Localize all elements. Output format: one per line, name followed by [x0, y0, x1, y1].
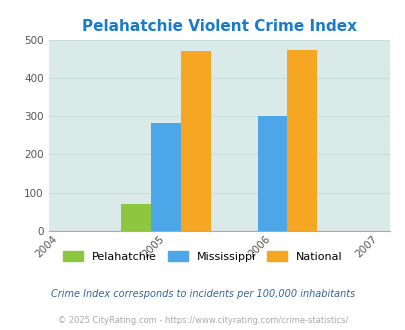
Text: © 2025 CityRating.com - https://www.cityrating.com/crime-statistics/: © 2025 CityRating.com - https://www.city… — [58, 315, 347, 325]
Bar — [257, 116, 287, 231]
Bar — [181, 51, 210, 231]
Bar — [151, 123, 181, 231]
Bar — [121, 204, 151, 231]
Title: Pelahatchie Violent Crime Index: Pelahatchie Violent Crime Index — [81, 19, 356, 34]
Bar — [287, 50, 317, 231]
Text: Crime Index corresponds to incidents per 100,000 inhabitants: Crime Index corresponds to incidents per… — [51, 289, 354, 299]
Legend: Pelahatchie, Mississippi, National: Pelahatchie, Mississippi, National — [63, 251, 342, 262]
